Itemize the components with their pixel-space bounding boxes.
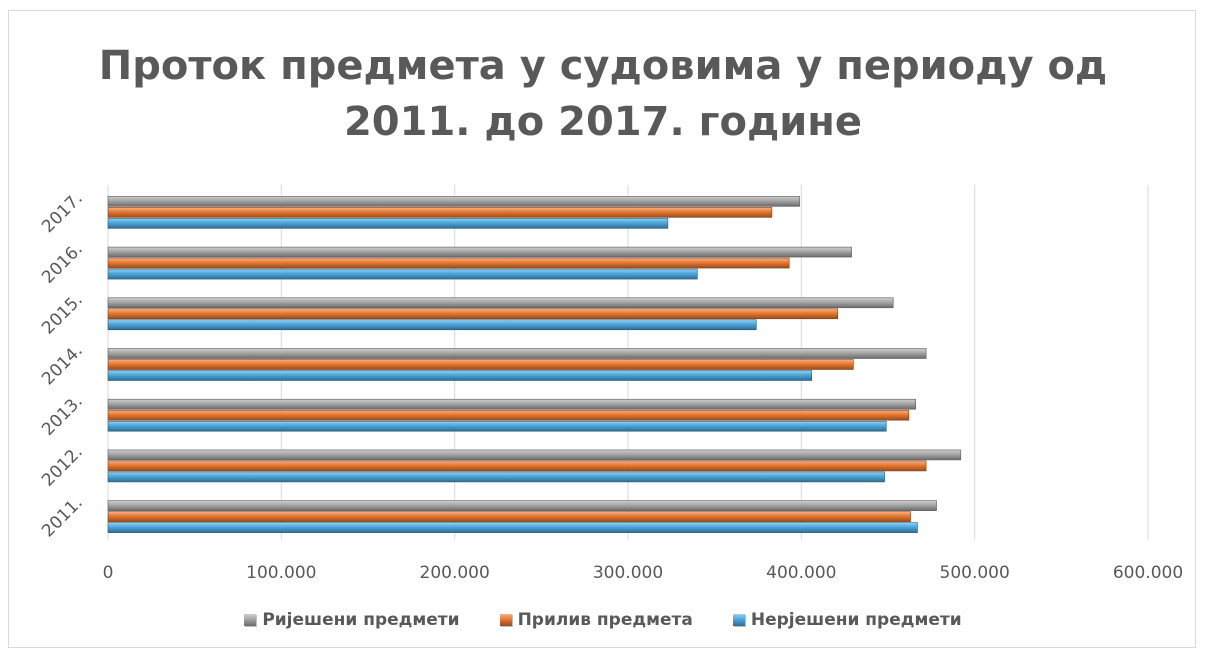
bar-2017-series-0	[107, 218, 669, 229]
bars	[107, 196, 962, 533]
bar-2013-series-1	[107, 409, 910, 421]
x-tick-label-0: 0	[103, 563, 114, 583]
x-tick-label-4: 400.000	[766, 563, 836, 583]
legend-item-resolved: Ријешени предмети	[244, 610, 460, 630]
y-tick-label-2011: 2011.	[38, 493, 87, 542]
bar-2016-series-1	[107, 257, 790, 269]
legend-swatch-resolved	[244, 614, 257, 626]
x-tick-label-1: 100.000	[246, 563, 316, 583]
bar-2013-series-0	[107, 420, 887, 432]
y-tick-label-2016: 2016.	[38, 239, 87, 288]
chart-title-line-1: Проток предмета у судовима у периоду од	[98, 43, 1108, 89]
legend-label-inflow: Прилив предмета	[517, 610, 693, 630]
bar-2012-series-0	[107, 471, 885, 483]
legend-swatch-unresolved	[732, 614, 745, 626]
bar-2015-series-2	[107, 297, 894, 309]
legend-swatch-inflow	[499, 614, 512, 626]
bar-2017-series-1	[107, 207, 773, 218]
legend: Ријешени предмети Прилив предмета Нерјеш…	[0, 610, 1206, 630]
legend-item-unresolved: Нерјешени предмети	[732, 610, 962, 630]
y-axis-tick-labels: 2011.2012.2013.2014.2015.2016.2017.	[38, 189, 87, 542]
x-tick-label-5: 500.000	[940, 563, 1010, 583]
chart-title: Проток предмета у судовима у периоду од …	[0, 38, 1206, 150]
legend-label-unresolved: Нерјешени предмети	[750, 610, 962, 630]
chart-title-line-2: 2011. до 2017. године	[343, 99, 863, 145]
legend-label-resolved: Ријешени предмети	[262, 610, 460, 630]
y-tick-label-2012: 2012.	[38, 442, 87, 491]
bar-2012-series-1	[107, 460, 927, 472]
x-tick-label-6: 600.000	[1113, 563, 1183, 583]
bar-2017-series-2	[107, 196, 800, 207]
bar-2015-series-0	[107, 319, 757, 331]
x-tick-label-2: 200.000	[420, 563, 490, 583]
bar-2011-series-1	[107, 511, 911, 522]
y-tick-label-2013: 2013.	[38, 391, 87, 440]
bar-2014-series-0	[107, 370, 813, 381]
x-tick-label-3: 300.000	[593, 563, 663, 583]
y-tick-label-2014: 2014.	[38, 341, 87, 390]
bar-2016-series-2	[107, 246, 852, 258]
y-tick-label-2017: 2017.	[38, 189, 87, 238]
bar-2012-series-2	[107, 449, 962, 461]
x-axis-tick-labels: 0 100.000 200.000 300.000 400.000 500.000 600.…	[103, 563, 1184, 583]
bar-2011-series-0	[107, 522, 918, 533]
bar-2011-series-2	[107, 500, 937, 511]
bar-2015-series-1	[107, 308, 839, 320]
bar-2016-series-0	[107, 268, 698, 280]
legend-item-inflow: Прилив предмета	[499, 610, 693, 630]
bar-2014-series-2	[107, 348, 927, 359]
y-tick-label-2015: 2015.	[38, 290, 87, 339]
bar-2014-series-1	[107, 359, 854, 370]
bar-2013-series-2	[107, 398, 917, 410]
